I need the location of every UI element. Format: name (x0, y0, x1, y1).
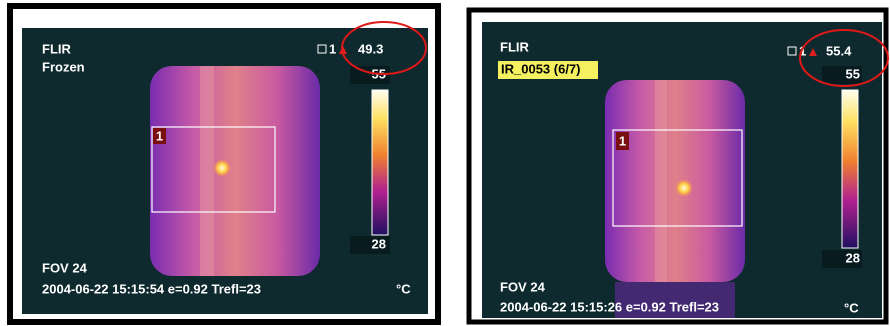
hot-spot (213, 159, 231, 177)
unit: °C (396, 281, 411, 296)
can (605, 80, 745, 282)
color-scale (842, 90, 858, 248)
spot-id: 1 (329, 41, 336, 56)
box-id: 1 (619, 133, 626, 148)
image-label: IR_0053 (6/7) (501, 61, 581, 76)
capture-info: 2004-06-22 15:15:26 e=0.92 Trefl=23 (500, 299, 719, 314)
box-id: 1 (156, 128, 163, 143)
scale-min: 28 (372, 236, 386, 251)
scale-min: 28 (846, 250, 860, 265)
thermal-panel: 1 FLIR IR_0053 (6/7) 1 55.4 55 28 FOV 24… (469, 10, 888, 322)
thermal-panel: 1 FLIR Frozen 1 49.3 55 28 FOV 24 2004-0… (10, 6, 438, 322)
brand: FLIR (500, 39, 529, 54)
hot-spot (675, 179, 693, 197)
can-seam (200, 66, 214, 276)
scale-max: 55 (846, 66, 860, 81)
max-reading: 55.4 (826, 43, 852, 58)
unit: °C (844, 300, 859, 315)
brand: FLIR (42, 41, 71, 56)
color-scale (372, 90, 388, 235)
can (150, 66, 320, 276)
can-seam (655, 80, 667, 282)
capture-info: 2004-06-22 15:15:54 e=0.92 Trefl=23 (42, 281, 261, 296)
max-reading: 49.3 (358, 41, 383, 56)
image-label: Frozen (42, 59, 85, 74)
fov: FOV 24 (42, 260, 88, 275)
screen: 1 FLIR Frozen 1 49.3 55 28 FOV 24 2004-0… (0, 0, 890, 326)
fov: FOV 24 (500, 279, 546, 294)
